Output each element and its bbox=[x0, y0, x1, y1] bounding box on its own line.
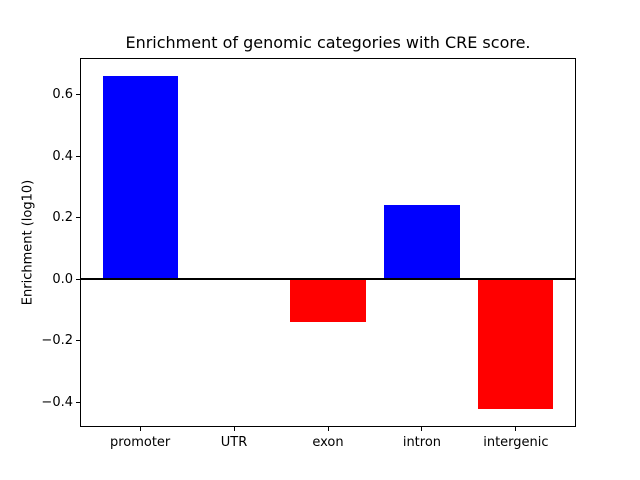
y-tick-label: −0.2 bbox=[41, 333, 73, 349]
bar-intergenic bbox=[478, 279, 554, 409]
x-tick-label-intergenic: intergenic bbox=[483, 435, 549, 450]
y-tick-label: −0.4 bbox=[41, 395, 73, 411]
y-tick bbox=[76, 94, 80, 96]
x-tick bbox=[139, 427, 141, 432]
zero-line bbox=[80, 278, 576, 281]
y-tick-label: 0.4 bbox=[52, 148, 73, 164]
x-tick bbox=[515, 427, 517, 432]
plot-area bbox=[80, 57, 576, 428]
x-tick-label-UTR: UTR bbox=[220, 435, 248, 450]
y-tick bbox=[76, 340, 80, 342]
x-tick bbox=[233, 427, 235, 432]
bar-promoter bbox=[102, 76, 178, 280]
y-tick bbox=[76, 402, 80, 404]
y-tick bbox=[76, 278, 80, 280]
x-tick bbox=[421, 427, 423, 432]
bar-exon bbox=[290, 279, 366, 323]
y-tick-label: 0.6 bbox=[52, 87, 73, 103]
y-tick bbox=[76, 217, 80, 219]
y-tick-label: 0.2 bbox=[52, 210, 73, 226]
y-tick bbox=[76, 155, 80, 157]
chart-title: Enrichment of genomic categories with CR… bbox=[125, 33, 531, 52]
x-tick-label-intron: intron bbox=[402, 435, 442, 450]
bar-intron bbox=[384, 205, 460, 280]
y-tick-label: 0.0 bbox=[52, 271, 73, 287]
x-tick-label-exon: exon bbox=[312, 435, 344, 450]
x-tick-label-promoter: promoter bbox=[109, 435, 171, 450]
x-tick bbox=[327, 427, 329, 432]
